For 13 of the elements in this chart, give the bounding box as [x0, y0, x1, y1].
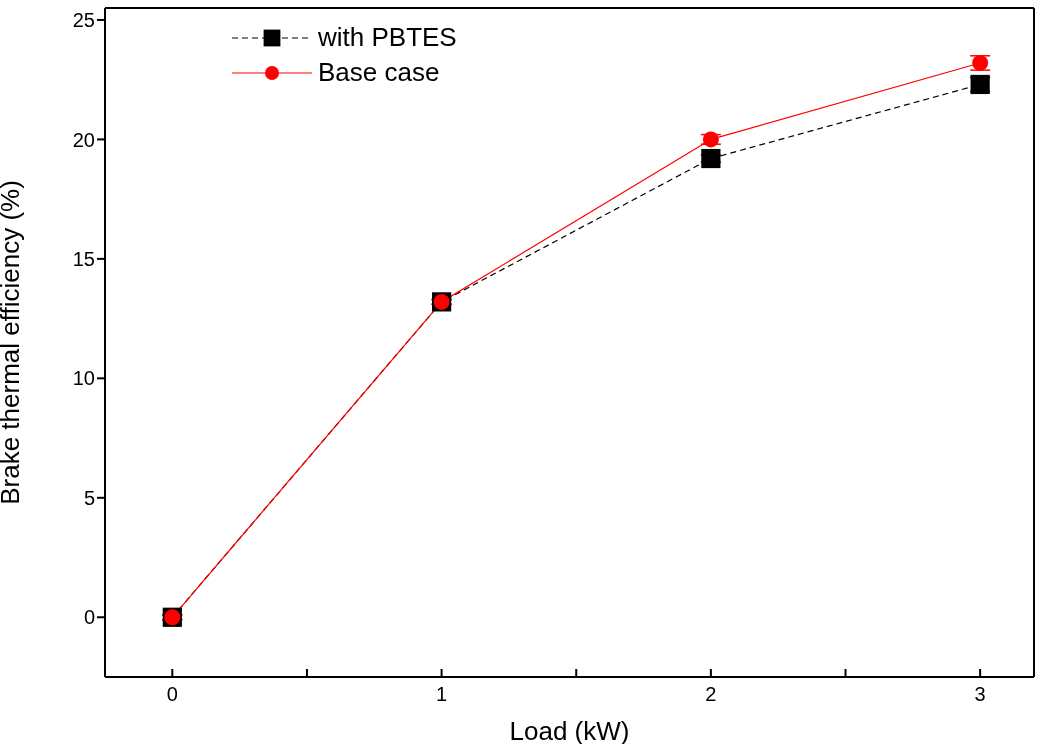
x-tick-label: 3	[974, 683, 986, 706]
y-tick-label: 15	[72, 247, 95, 270]
y-tick-label: 20	[72, 128, 95, 151]
legend-label: Base case	[318, 57, 440, 88]
y-tick-label: 10	[72, 367, 95, 390]
y-axis-title: Brake thermal efficiency (%)	[0, 180, 26, 505]
y-tick-label: 0	[83, 606, 95, 629]
legend-label: with PBTES	[318, 22, 457, 53]
y-tick-label: 5	[83, 486, 95, 509]
x-tick-label: 0	[166, 683, 178, 706]
x-tick-label: 1	[436, 683, 448, 706]
y-tick-label: 25	[72, 9, 95, 32]
x-tick-label: 2	[705, 683, 717, 706]
